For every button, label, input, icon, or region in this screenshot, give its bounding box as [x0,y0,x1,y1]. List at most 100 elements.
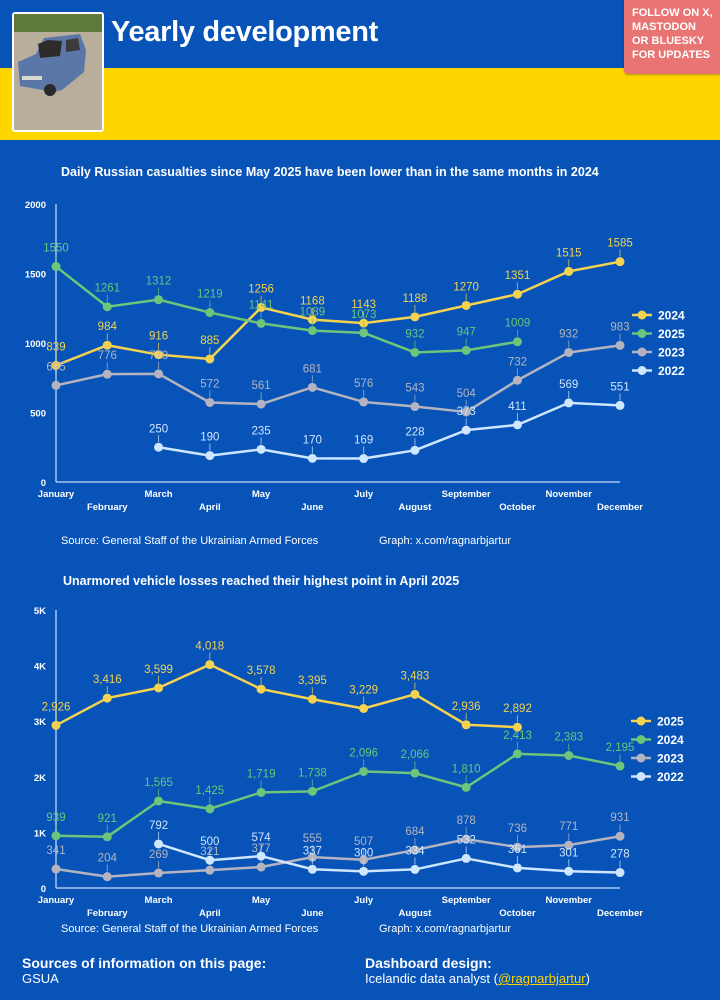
series-line-2022 [158,401,621,460]
x-tick-label: April [199,502,221,513]
data-point-2025 [205,308,215,318]
header-blue-band [0,0,720,68]
legend-swatch-dot [637,366,647,375]
data-point-2024 [205,804,215,814]
data-label-2024: 984 [98,321,118,333]
data-label-2024: 1,719 [247,768,276,780]
casualties-chart: 0 500 1000 1500 2000 January February March Apri… [25,200,685,513]
data-point-2024 [154,796,164,806]
x-tick-label: March [145,489,173,500]
data-label-2023: 776 [98,350,117,362]
data-label-2023: 341 [46,845,65,857]
data-point-2023 [51,380,61,390]
data-point-2023 [256,862,266,872]
data-point-2024 [205,354,215,364]
data-label-2024: 1188 [403,293,428,305]
data-label-2025: 1073 [351,309,377,321]
data-point-2024 [461,300,471,310]
chart2-credit[interactable]: Graph: x.com/ragnarbjartur [379,923,512,935]
legend-swatch-dot [637,347,647,357]
x-tick-label: November [545,895,592,906]
data-label-2022: 334 [405,845,425,857]
data-label-2025: 1089 [300,307,326,319]
data-label-2024: 921 [98,813,117,825]
series-line-2025 [55,663,518,729]
data-label-2024: 1,810 [452,763,481,775]
data-label-2025: 1219 [197,289,223,301]
data-point-2024 [102,832,112,842]
data-point-2022 [512,863,522,873]
x-tick-label: September [442,489,491,500]
data-point-2025 [102,302,112,312]
design-suffix: ) [585,971,590,986]
data-label-2024: 2,195 [606,742,635,754]
y-tick-label: 5K [34,606,46,617]
data-label-2025: 947 [457,326,476,338]
legend-label: 2025 [657,715,684,729]
data-point-2023 [307,382,317,392]
data-point-2023 [51,864,61,874]
data-point-2024 [410,312,420,322]
data-label-2025: 1550 [43,243,69,255]
series-line-2025 [55,265,518,354]
data-point-2022 [154,442,164,452]
x-tick-label: October [499,908,536,919]
data-label-2022: 532 [457,834,476,846]
data-point-2022 [307,453,317,463]
data-point-2022 [461,853,471,863]
y-tick-label: 2000 [25,200,46,211]
data-label-2025: 1312 [146,276,172,288]
legend-label: 2022 [657,770,684,784]
data-label-2023: 681 [303,363,322,375]
chart1-credit[interactable]: Graph: x.com/ragnarbjartur [379,535,512,547]
data-point-2025 [461,720,471,730]
data-point-2023 [512,842,522,852]
data-label-2024: 839 [46,341,65,353]
x-tick-label: January [38,895,75,906]
data-label-2023: 931 [610,812,629,824]
data-label-2023: 771 [559,821,578,833]
data-label-2024: 1585 [607,238,633,250]
data-label-2025: 3,578 [247,665,276,677]
data-point-2025 [307,326,317,336]
follow-badge[interactable]: FOLLOW ON X, MASTODON OR BLUESKY FOR UPD… [624,0,720,74]
x-tick-label: April [199,908,221,919]
data-point-2025 [205,660,215,670]
data-point-2022 [256,444,266,454]
legend-label: 2023 [658,346,685,360]
sources-text: GSUA [22,971,59,986]
data-point-2023 [307,852,317,862]
data-point-2023 [256,399,266,409]
data-label-2025: 1009 [505,318,531,330]
data-point-2025 [307,694,317,704]
data-label-2025: 3,395 [298,675,327,687]
data-point-2025 [410,347,420,357]
data-label-2024: 2,383 [554,732,583,744]
sources-heading: Sources of information on this page: [22,955,267,971]
series-line-2023 [55,835,621,878]
data-label-2023: 507 [354,836,373,848]
data-point-2023 [154,868,164,878]
y-tick-label: 3K [34,717,46,728]
data-label-2024: 2,066 [401,749,430,761]
data-label-2024: 885 [200,335,219,347]
data-label-2024: 2,096 [349,747,378,759]
data-label-2022: 551 [610,381,629,393]
x-tick-label: October [499,502,536,513]
data-label-2022: 574 [251,832,271,844]
data-label-2022: 792 [149,820,168,832]
data-point-2022 [205,451,215,461]
legend-label: 2022 [658,364,685,378]
x-tick-label: February [87,502,128,513]
data-point-2022 [615,868,625,878]
design-link[interactable]: @ragnarbjartur [497,971,586,986]
data-label-2024: 1351 [505,270,531,282]
data-point-2023 [205,397,215,407]
data-point-2022 [512,420,522,430]
data-label-2025: 3,416 [93,674,122,686]
design-prefix: Icelandic data analyst ( [365,971,498,986]
data-point-2023 [615,831,625,841]
data-point-2024 [461,782,471,792]
data-label-2024: 939 [46,812,65,824]
data-label-2023: 778 [149,350,168,362]
